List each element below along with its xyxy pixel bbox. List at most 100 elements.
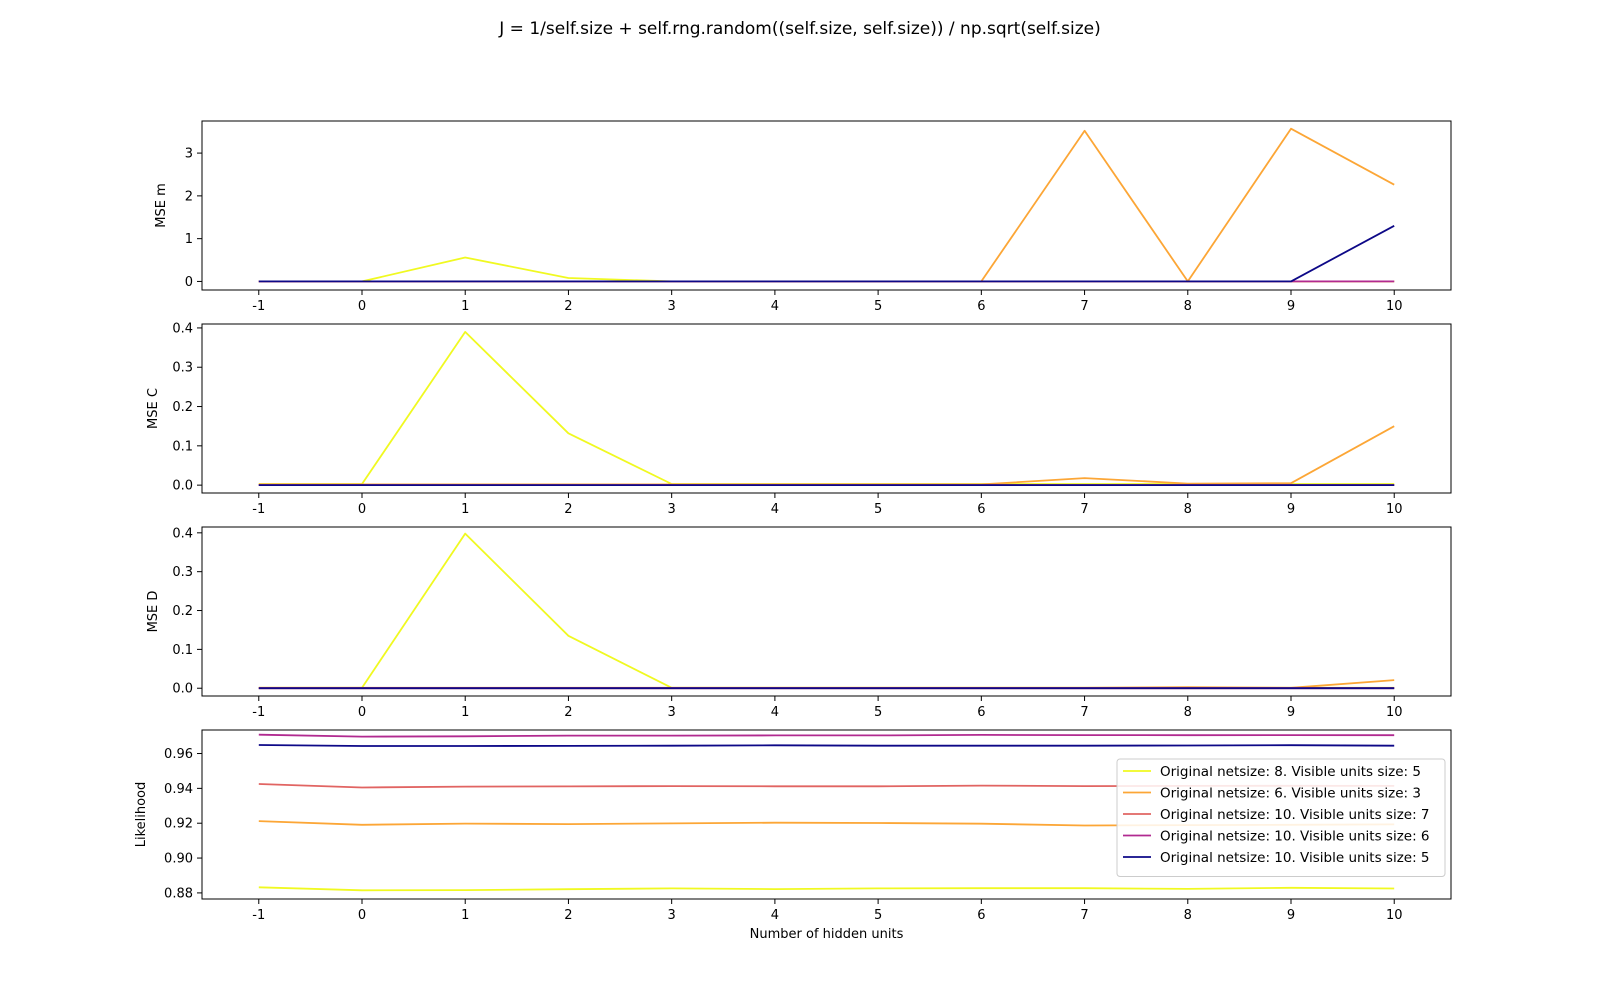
x-tick-label: 10	[1386, 705, 1403, 720]
series-line-1	[258, 330, 1395, 485]
axes-frame	[201, 526, 1452, 697]
y-tick-label: 0.0	[172, 479, 193, 494]
subplot-2: -1 0 1 2 3 4 5 6 7 8 9 10 0.0 0.1 0.2 0.3 0.4 MSE C	[146, 321, 1452, 517]
legend-entry: Original netsize: 8. Visible units size:…	[1160, 764, 1421, 780]
x-tick-label: 3	[668, 299, 676, 314]
x-tick-label: 1	[461, 299, 469, 314]
x-tick-label: 2	[564, 502, 572, 517]
y-axis-label: MSE m	[154, 183, 169, 227]
x-tick-label: 1	[461, 502, 469, 517]
x-tick-label: 0	[358, 705, 366, 720]
x-tick-label: 7	[1080, 299, 1088, 314]
y-tick-label: 0.0	[172, 682, 193, 697]
x-tick-label: 2	[564, 908, 572, 923]
x-axis-label: Number of hidden units	[750, 927, 904, 942]
legend: Original netsize: 8. Visible units size:…	[1116, 758, 1446, 877]
x-tick-label: 8	[1184, 908, 1192, 923]
x-tick-label: 4	[771, 299, 779, 314]
x-tick-label: 5	[874, 299, 882, 314]
x-tick-label: 2	[564, 299, 572, 314]
legend-entry: Original netsize: 10. Visible units size…	[1160, 807, 1430, 823]
x-tick-label: 5	[874, 502, 882, 517]
y-tick-label: 0.94	[164, 782, 193, 797]
subplot-3: -1 0 1 2 3 4 5 6 7 8 9 10 0.0 0.1 0.2 0.3 0.4 MSE D	[146, 526, 1452, 720]
y-tick-label: 0.2	[172, 604, 193, 619]
x-tick-label: 8	[1184, 299, 1192, 314]
y-tick-label: 0.3	[172, 361, 193, 376]
y-tick-label: 1	[185, 232, 193, 247]
x-tick-label: 6	[977, 908, 985, 923]
x-tick-label: 3	[668, 908, 676, 923]
y-tick-label: 0.1	[172, 439, 193, 454]
x-tick-label: 10	[1386, 502, 1403, 517]
x-tick-label: 1	[461, 908, 469, 923]
subplot-1: -1 0 1 2 3 4 5 6 7 8 9 10 0 1 2 3 MSE m	[154, 120, 1452, 314]
series-line-1	[258, 532, 1395, 689]
x-tick-label: 6	[977, 502, 985, 517]
x-tick-label: 2	[564, 705, 572, 720]
x-tick-label: 4	[771, 705, 779, 720]
series-line-4	[258, 733, 1395, 738]
y-tick-label: 0.4	[172, 526, 193, 541]
x-tick-label: 10	[1386, 299, 1403, 314]
y-tick-label: 0.96	[164, 747, 193, 762]
y-tick-label: 3	[185, 147, 193, 162]
y-axis-label: MSE D	[146, 591, 161, 633]
x-tick-label: 6	[977, 299, 985, 314]
x-tick-label: 4	[771, 502, 779, 517]
x-tick-label: 3	[668, 705, 676, 720]
series-line-2	[258, 127, 1395, 283]
legend-entry: Original netsize: 6. Visible units size:…	[1160, 786, 1421, 802]
axes-frame	[201, 323, 1452, 494]
x-tick-label: 3	[668, 502, 676, 517]
y-tick-label: 2	[185, 189, 193, 204]
series-line-5	[258, 744, 1395, 747]
legend-box	[1116, 758, 1446, 877]
x-tick-label: 0	[358, 502, 366, 517]
axes-frame	[201, 729, 1452, 900]
x-tick-label: 9	[1287, 705, 1295, 720]
series-line-1	[258, 256, 1395, 283]
x-tick-label: 6	[977, 705, 985, 720]
y-axis-label: Likelihood	[134, 782, 149, 848]
axes-frame	[201, 120, 1452, 291]
x-tick-label: 9	[1287, 299, 1295, 314]
x-tick-label: 7	[1080, 502, 1088, 517]
x-tick-label: 9	[1287, 908, 1295, 923]
x-tick-label: -1	[252, 299, 265, 314]
x-tick-label: 1	[461, 705, 469, 720]
x-tick-label: 10	[1386, 908, 1403, 923]
y-tick-label: 0.88	[164, 886, 193, 901]
x-tick-label: 4	[771, 908, 779, 923]
y-axis-label: MSE C	[146, 388, 161, 429]
x-tick-label: 0	[358, 299, 366, 314]
x-tick-label: 7	[1080, 908, 1088, 923]
x-tick-label: -1	[252, 908, 265, 923]
series-line-2	[258, 425, 1395, 486]
series-line-2	[258, 679, 1395, 689]
x-tick-label: 9	[1287, 502, 1295, 517]
legend-entry: Original netsize: 10. Visible units size…	[1160, 829, 1430, 845]
subplot-4: -1 0 1 2 3 4 5 6 7 8 9 10 0.88 0.90 0.92 0.94 0.96 Likeli…	[134, 729, 1452, 942]
x-tick-label: 5	[874, 705, 882, 720]
y-tick-label: 0.2	[172, 400, 193, 415]
legend-entry: Original netsize: 10. Visible units size…	[1160, 850, 1430, 866]
series-line-5	[258, 225, 1395, 283]
x-tick-label: 8	[1184, 705, 1192, 720]
y-tick-label: 0.4	[172, 321, 193, 336]
x-tick-label: 0	[358, 908, 366, 923]
x-tick-label: 5	[874, 908, 882, 923]
y-tick-label: 0	[185, 275, 193, 290]
series-line-1	[258, 886, 1395, 892]
y-tick-label: 0.1	[172, 643, 193, 658]
figure-title: J = 1/self.size + self.rng.random((self.…	[498, 19, 1100, 39]
x-tick-label: -1	[252, 502, 265, 517]
y-tick-label: 0.3	[172, 565, 193, 580]
x-tick-label: 7	[1080, 705, 1088, 720]
y-tick-label: 0.90	[164, 852, 193, 867]
x-tick-label: 8	[1184, 502, 1192, 517]
y-tick-label: 0.92	[164, 817, 193, 832]
x-tick-label: -1	[252, 705, 265, 720]
